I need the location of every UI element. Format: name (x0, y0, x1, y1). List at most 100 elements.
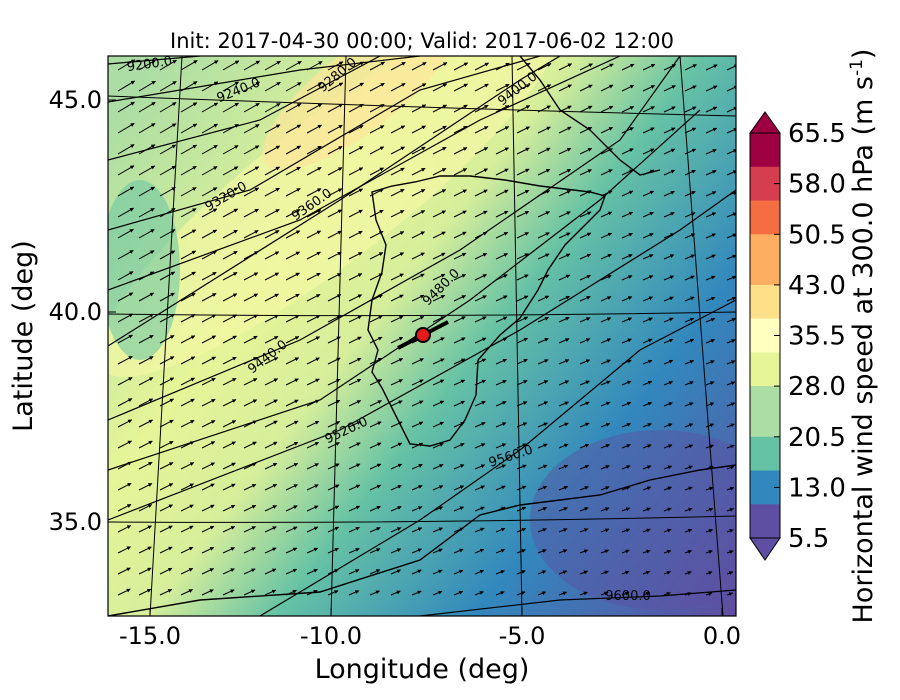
wind-vector (684, 254, 695, 260)
wind-vector (180, 419, 195, 428)
colorbar-swatch (750, 251, 780, 269)
wind-vector (180, 165, 197, 176)
wind-vector (642, 507, 651, 512)
wind-vector (579, 401, 590, 407)
wind-vector (663, 106, 676, 113)
wind-vector (243, 81, 260, 92)
colorbar-swatch (750, 335, 780, 353)
wind-vector (411, 506, 423, 512)
wind-vector (285, 82, 302, 92)
wind-vector (663, 148, 676, 155)
wind-vector (264, 60, 281, 71)
wind-vector (243, 504, 257, 512)
wind-vector (180, 250, 197, 260)
wind-vector (264, 568, 277, 575)
wind-vector (726, 444, 735, 449)
wind-vector (390, 484, 402, 491)
wind-vector (222, 272, 238, 281)
wind-vector (474, 337, 487, 344)
wind-vector (306, 251, 321, 260)
wind-vector (495, 401, 507, 407)
wind-vector (264, 187, 280, 197)
wind-vector (222, 81, 240, 92)
wind-vector (159, 144, 177, 155)
wind-vector (117, 228, 134, 239)
wind-vector (537, 232, 550, 239)
wind-vector (663, 296, 674, 302)
wind-vector (642, 211, 654, 218)
wind-vector (705, 317, 716, 323)
wind-vector (579, 169, 592, 176)
wind-vector (558, 168, 572, 176)
wind-vector (495, 147, 509, 155)
wind-vector (411, 463, 423, 470)
wind-vector (348, 273, 363, 281)
wind-vector (684, 423, 694, 428)
wind-vector (432, 337, 445, 344)
wind-vector (285, 547, 298, 554)
wind-vector (474, 443, 486, 449)
wind-vector (684, 507, 693, 512)
wind-vector (663, 465, 673, 470)
wind-vector (474, 316, 487, 323)
wind-vector (411, 358, 424, 365)
wind-vector (453, 231, 467, 239)
wind-vector (621, 380, 632, 386)
wind-vector (663, 127, 676, 134)
meridian-5 (511, 56, 523, 616)
wind-vector (432, 485, 444, 491)
wind-vector (138, 377, 154, 386)
wind-vector (306, 145, 322, 155)
wind-vector (516, 464, 527, 470)
wind-vector (432, 252, 446, 260)
wind-vector (684, 148, 697, 155)
wind-vector (705, 275, 716, 281)
wind-vector (264, 81, 281, 92)
wind-vector (684, 571, 692, 575)
wind-vector (369, 569, 381, 575)
wind-vector (348, 336, 362, 344)
wind-vector (411, 146, 426, 155)
wind-vector (663, 528, 672, 533)
wind-vector (453, 316, 466, 323)
wind-vector (180, 504, 194, 512)
wind-vector (453, 62, 469, 71)
wind-vector (726, 550, 734, 554)
wind-vector (621, 232, 633, 239)
wind-vector (684, 169, 696, 176)
wind-vector (201, 60, 219, 71)
wind-vector (579, 274, 591, 281)
wind-vector (579, 359, 591, 365)
wind-vector (348, 400, 362, 407)
wind-vector (243, 441, 257, 449)
wind-vector (222, 229, 238, 239)
wind-vector (138, 207, 155, 218)
wind-vector (453, 590, 464, 596)
wind-vector (411, 590, 422, 596)
wind-vector (558, 253, 571, 260)
wind-vector (537, 422, 548, 428)
wind-vector (138, 567, 152, 575)
wind-vector (390, 231, 405, 239)
wind-vector (222, 60, 240, 71)
wind-vector (621, 570, 630, 575)
wind-vector (327, 421, 341, 428)
wind-vector (264, 420, 278, 428)
wind-vector (411, 548, 422, 554)
wind-vector (348, 357, 362, 365)
wind-vector (390, 61, 406, 71)
wind-vector (726, 486, 735, 491)
wind-vector (159, 102, 177, 113)
wind-vector (642, 233, 654, 239)
wind-vector (453, 210, 467, 218)
wind-vector (642, 591, 651, 596)
wind-vector (222, 208, 239, 218)
wind-vector (243, 187, 260, 197)
wind-vector (663, 423, 673, 428)
wind-vector (348, 442, 361, 449)
wind-vector (537, 443, 548, 449)
wind-vector (264, 293, 279, 302)
wind-vector (306, 230, 322, 239)
wind-vector (264, 314, 279, 323)
wind-vector (705, 85, 718, 92)
